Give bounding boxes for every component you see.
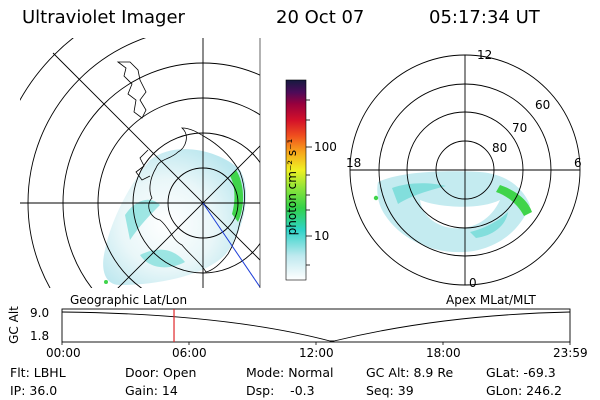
aurora-dot-apex <box>373 195 379 201</box>
geographic-map <box>20 38 260 288</box>
info-glon: GLon: 246.2 <box>486 383 562 398</box>
colorbar-tick-10: 10 <box>314 229 330 243</box>
geo-grid <box>20 38 260 288</box>
altitude-ylabel: GC Alt <box>7 306 21 344</box>
aurora-oval-apex <box>377 171 530 253</box>
altitude-xtick-00: 00:00 <box>46 346 81 360</box>
info-filter: Flt: LBHL <box>10 365 66 380</box>
apex-map <box>373 171 532 253</box>
app-title: Ultraviolet Imager <box>22 7 185 28</box>
orbit-track-line <box>202 202 260 288</box>
altitude-curve <box>61 311 571 342</box>
date-label: 20 Oct 07 <box>276 7 365 28</box>
info-glat: GLat: -69.3 <box>486 365 556 380</box>
altitude-ytick-1-8: 1.8 <box>30 329 50 343</box>
mlt-label-0: 0 <box>469 276 477 290</box>
altitude-xtick-18: 18:00 <box>426 346 461 360</box>
mlat-ring-80: 80 <box>492 141 508 155</box>
info-door: Door: Open <box>125 365 197 380</box>
colorbar-ticks <box>306 99 312 266</box>
south-america-coastline <box>116 61 147 119</box>
mlt-label-6: 6 <box>574 156 582 170</box>
colorbar <box>285 79 307 281</box>
aurora-oval-geo <box>103 149 246 285</box>
info-ip: IP: 36.0 <box>10 383 58 398</box>
altitude-ytick-9: 9.0 <box>30 306 50 320</box>
antarctic-peninsula <box>135 149 151 181</box>
colorbar-unit-label: photon cm⁻² s⁻¹ <box>285 138 299 236</box>
info-seq: Seq: 39 <box>366 383 414 398</box>
mlt-label-18: 18 <box>346 156 362 170</box>
mlat-ring-60: 60 <box>535 98 551 112</box>
time-label: 05:17:34 UT <box>429 7 540 28</box>
info-mode: Mode: Normal <box>246 365 334 380</box>
aurora-green-arc-geo <box>230 170 244 222</box>
altitude-xtick-end: 23:59 <box>553 346 588 360</box>
geo-panel-label: Geographic Lat/Lon <box>70 293 188 307</box>
altitude-xtick-12: 12:00 <box>299 346 334 360</box>
aurora-speckle-apex <box>392 183 508 238</box>
info-gc-alt: GC Alt: 8.9 Re <box>366 365 454 380</box>
apex-grid <box>349 54 581 286</box>
apex-panel-label: Apex MLat/MLT <box>446 293 536 307</box>
aurora-speckle-geo <box>125 199 185 268</box>
aurora-dot-geo <box>104 280 108 284</box>
info-dsp: Dsp: -0.3 <box>246 383 315 398</box>
mlt-label-12: 12 <box>477 48 493 62</box>
altitude-x-ticks <box>61 342 571 345</box>
mlat-ring-70: 70 <box>512 121 528 135</box>
altitude-xtick-06: 06:00 <box>172 346 207 360</box>
info-gain: Gain: 14 <box>125 383 178 398</box>
colorbar-tick-100: 100 <box>314 140 337 154</box>
